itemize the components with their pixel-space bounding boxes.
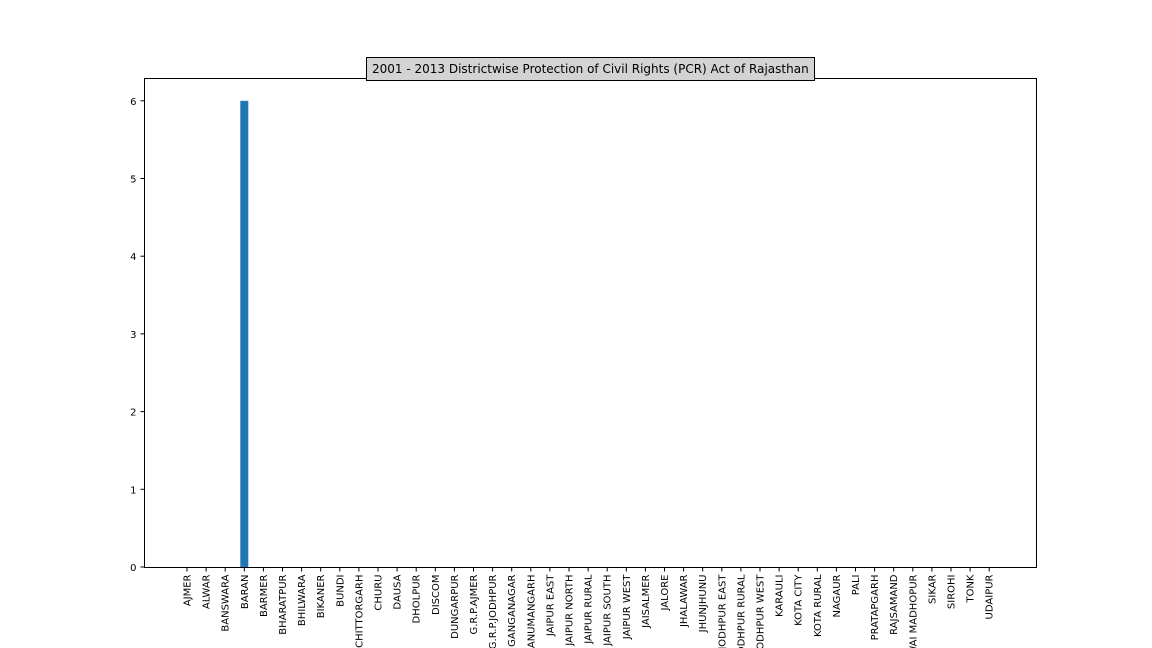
x-tick-label: BHILWARA — [297, 574, 308, 626]
x-tick-label: PRATAPGARH — [870, 575, 881, 641]
x-tick-label: CHURU — [374, 575, 385, 611]
x-tick-label: JAIPUR EAST — [545, 574, 556, 638]
x-tick-label: DUNGARPUR — [450, 574, 461, 638]
x-tick-label: UDAIPUR — [985, 574, 996, 619]
x-tick-label: SAWAI MADHOPUR — [908, 574, 919, 648]
x-axis: AJMER ALWAR BANSWARA BARAN BARMER BHARATPUR BH… — [183, 568, 996, 648]
x-tick-label: JAISALMER — [641, 574, 652, 628]
x-tick-label: CHITTORGARH — [354, 575, 365, 648]
x-tick-label: JAIPUR SOUTH — [603, 575, 614, 647]
y-tick-label: 2 — [130, 408, 136, 419]
x-tick-label: JODHPUR WEST — [756, 574, 767, 648]
x-tick-label: G.R.P.JODHPUR — [488, 574, 499, 648]
x-tick-label: AJMER — [183, 574, 194, 606]
x-tick-label: DISCOM — [431, 575, 442, 615]
x-tick-label: JHALAWAR — [679, 574, 690, 628]
x-tick-label: BARAN — [240, 575, 251, 610]
chart-title: 2001 - 2013 Districtwise Protection of C… — [366, 57, 815, 81]
x-tick-label: JAIPUR NORTH — [565, 575, 576, 647]
x-tick-label: JAIPUR WEST — [622, 574, 633, 641]
y-tick-label: 6 — [130, 97, 136, 108]
x-tick-label: GANGANAGAR — [507, 574, 518, 646]
x-tick-label: PALI — [851, 575, 862, 596]
bars-group — [240, 100, 249, 568]
x-tick-label: BARMER — [259, 574, 270, 617]
y-tick-label: 3 — [130, 330, 136, 341]
y-tick-label: 4 — [130, 252, 136, 263]
x-tick-label: DHOLPUR — [412, 574, 423, 623]
x-tick-label: BIKANER — [316, 574, 327, 618]
x-tick-label: JHUNJHUNU — [698, 575, 709, 634]
x-tick-label: ALWAR — [202, 574, 213, 609]
x-tick-label: JODHPUR RURAL — [736, 574, 747, 648]
x-tick-label: BUNDI — [335, 575, 346, 607]
x-tick-label: JALORE — [660, 575, 671, 612]
y-tick-label: 5 — [130, 175, 136, 186]
plot-area — [144, 78, 1037, 568]
x-tick-label: KOTA CITY — [794, 574, 805, 626]
x-tick-label: BANSWARA — [221, 574, 232, 631]
x-tick-label: KOTA RURAL — [813, 574, 824, 637]
y-axis: 0 1 2 3 4 5 6 — [130, 97, 145, 574]
x-tick-label: NAGAUR — [832, 574, 843, 617]
y-tick-label: 0 — [130, 563, 136, 574]
x-tick-label: BHARATPUR — [278, 574, 289, 634]
x-tick-label: SIROHI — [947, 575, 958, 610]
x-tick-label: JODHPUR EAST — [717, 574, 728, 648]
bar-baran — [240, 100, 249, 568]
x-tick-label: JAIPUR RURAL — [584, 574, 595, 645]
y-tick-label: 1 — [130, 485, 136, 496]
x-tick-label: TONK — [966, 574, 977, 603]
x-tick-label: G.R.P.AJMER — [469, 574, 480, 634]
x-tick-label: DAUSA — [393, 574, 404, 609]
x-tick-label: HANUMANGARH — [526, 575, 537, 648]
x-tick-label: RAJSAMAND — [889, 574, 900, 635]
x-tick-label: SIKAR — [927, 574, 938, 604]
x-tick-label: KARAULI — [775, 575, 786, 617]
